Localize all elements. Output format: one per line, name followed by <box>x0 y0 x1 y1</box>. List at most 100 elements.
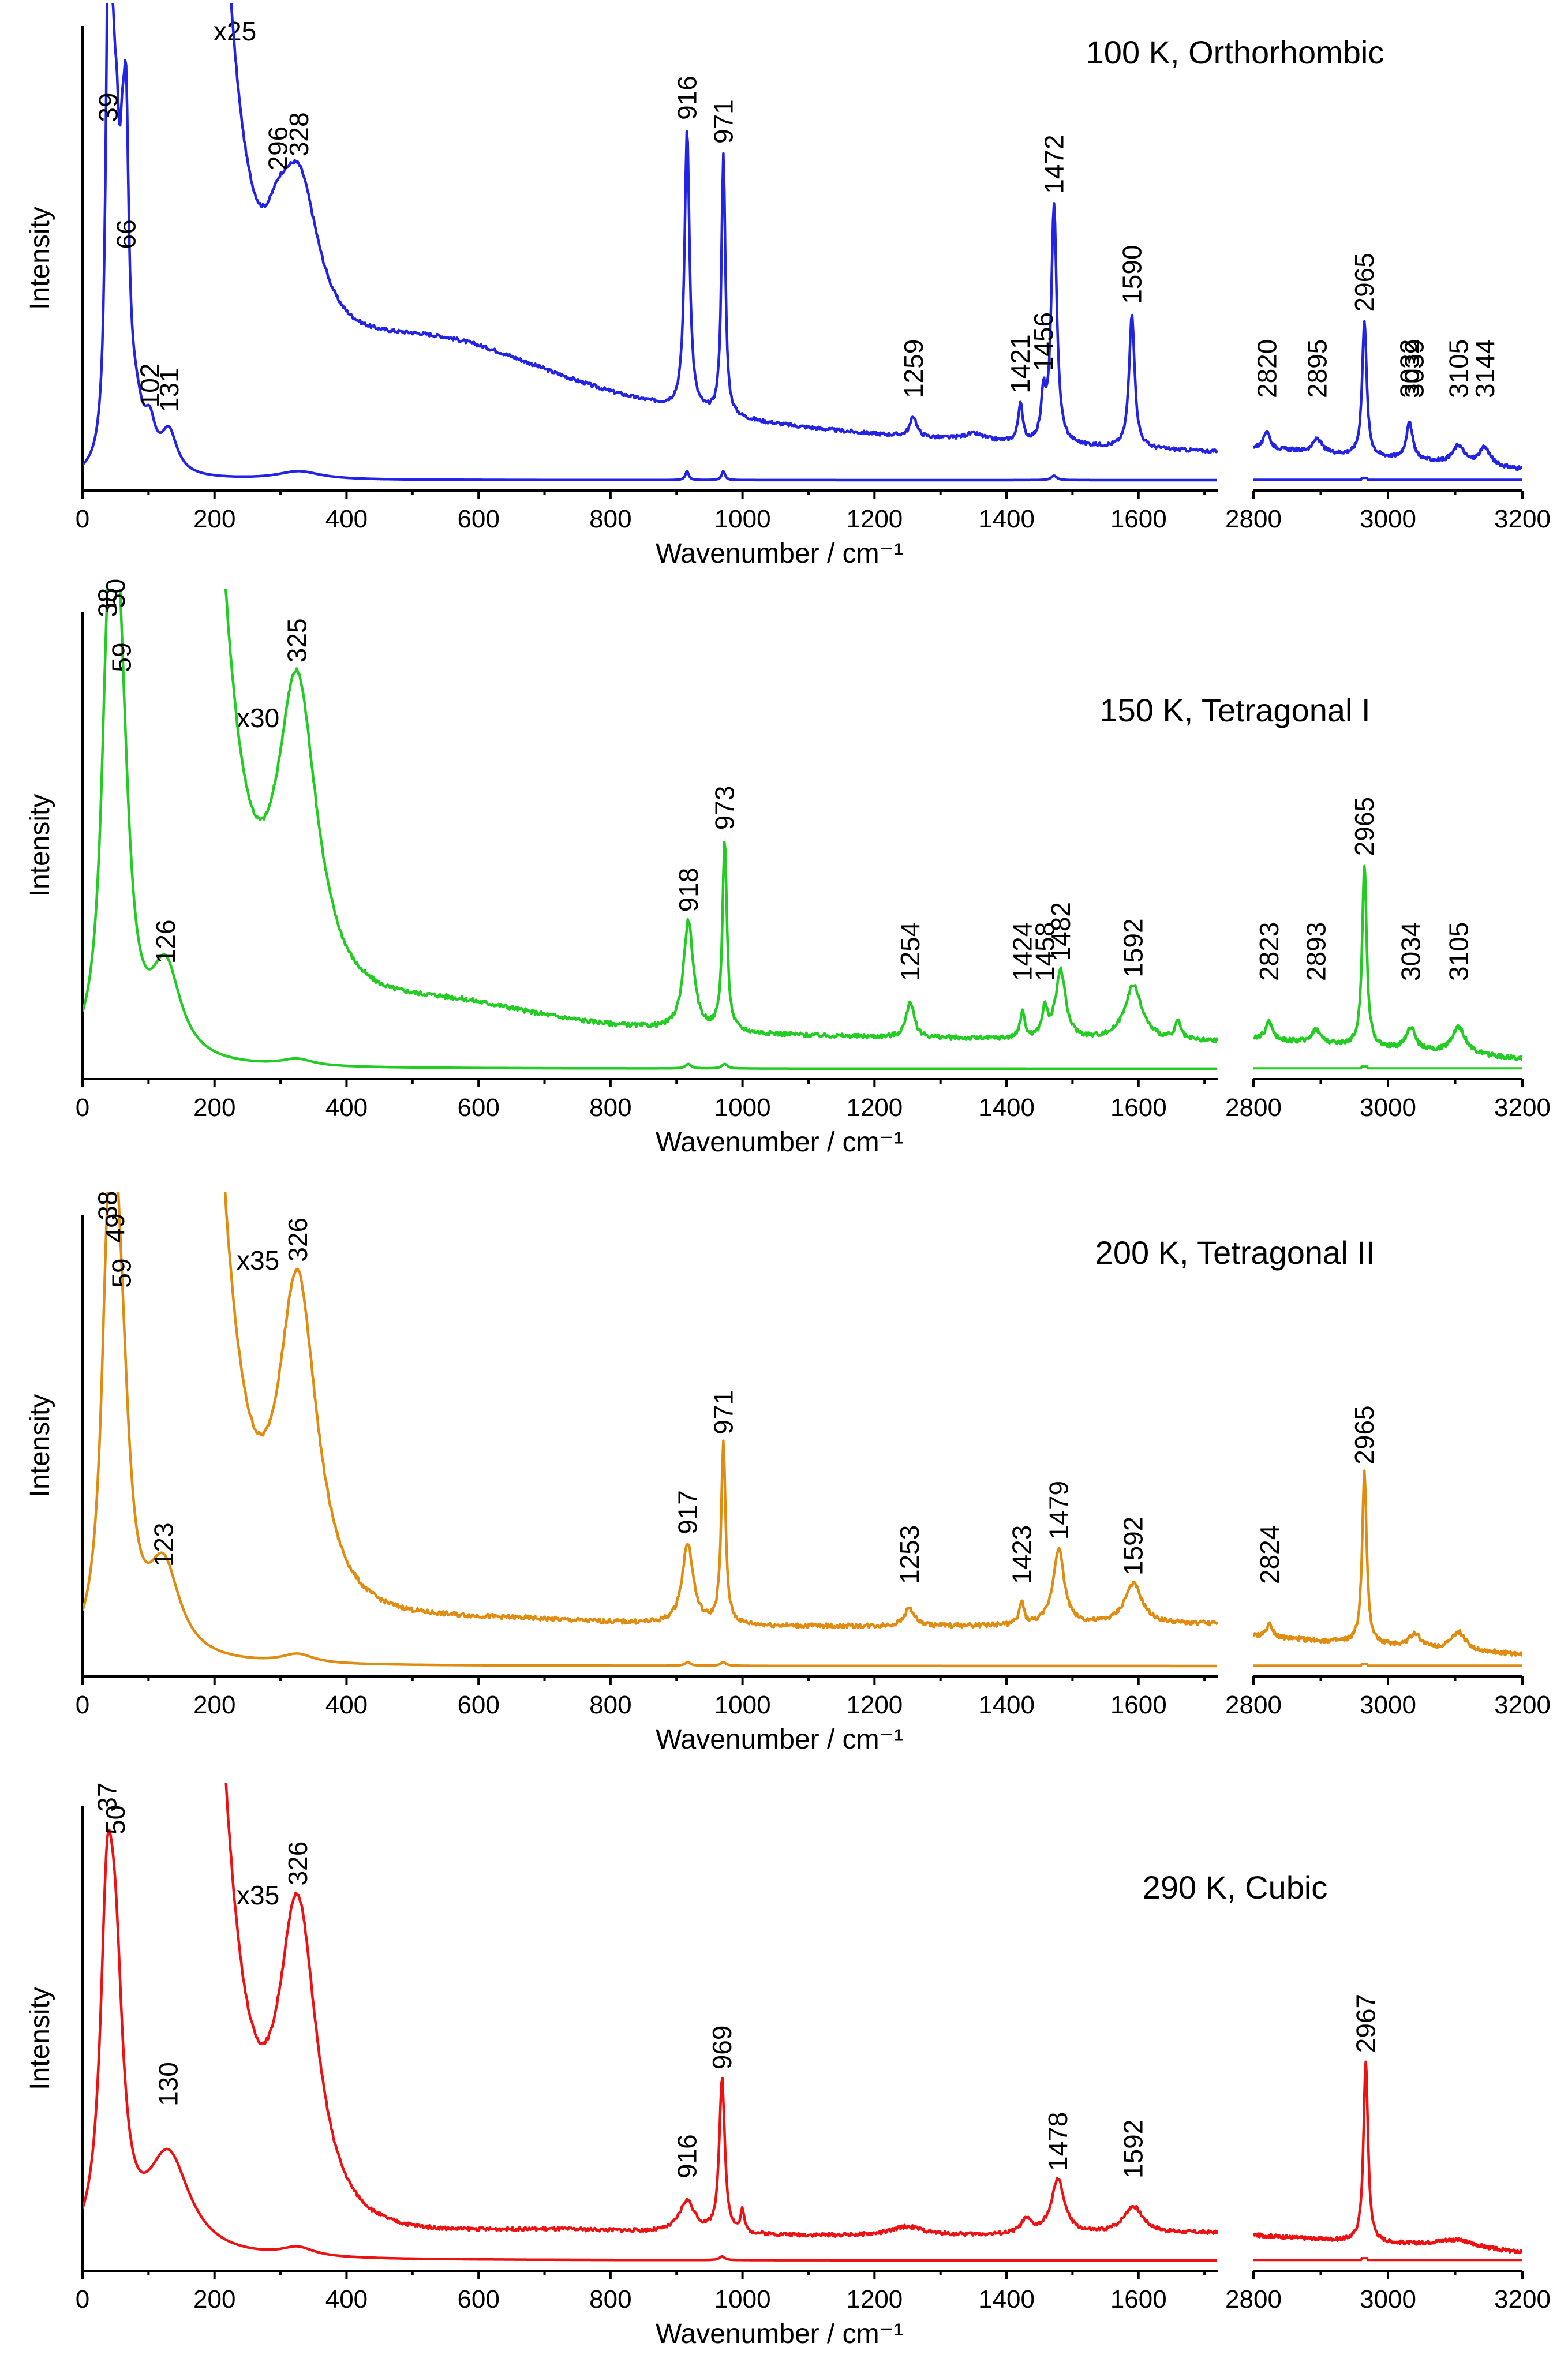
spectrum-trace-zoomed-right <box>1252 864 1522 1062</box>
peak-label: 1592 <box>1118 2120 1148 2178</box>
x-tick-label: 3200 <box>1494 1094 1551 1122</box>
panel-title: 200 K, Tetragonal II <box>1095 1234 1375 1271</box>
spectrum-trace-zoomed-right <box>1252 320 1522 471</box>
x-tick-label: 0 <box>76 505 89 533</box>
x-tick-label: 3200 <box>1494 1691 1551 1719</box>
peak-label: 1259 <box>899 339 929 398</box>
spectrum-trace-unscaled-right <box>1253 1663 1522 1667</box>
x-axis-title: Wavenumber / cm⁻¹ <box>656 2319 903 2349</box>
spectrum-trace-zoomed <box>194 1192 1219 1630</box>
peak-label: 102 <box>135 364 165 408</box>
peak-label: 1590 <box>1117 245 1147 304</box>
x-tick-label: 2800 <box>1225 1094 1282 1122</box>
x-tick-label: 0 <box>76 2285 89 2314</box>
peak-label: 2823 <box>1254 922 1284 981</box>
peak-label: 296 <box>263 126 293 171</box>
peak-label: 917 <box>673 1490 703 1534</box>
x-tick-label: 200 <box>193 1691 235 1719</box>
peak-label: 1424 <box>1008 922 1038 981</box>
x-tick-label: 1600 <box>1110 2285 1167 2314</box>
spectrum-trace-unscaled <box>83 589 1218 1070</box>
x-tick-label: 0 <box>76 1691 89 1719</box>
x-tick-label: 2800 <box>1225 1691 1282 1719</box>
x-tick-label: 2800 <box>1225 2285 1282 2314</box>
x-tick-label: 1000 <box>714 1094 771 1122</box>
x-axis-title: Wavenumber / cm⁻¹ <box>656 1724 903 1755</box>
x-tick-label: 1000 <box>714 505 771 533</box>
x-axis-title: Wavenumber / cm⁻¹ <box>656 1127 903 1158</box>
panel-2: 0 200 400 600 800 1000 1200 1400 1600 2800 3000 320… <box>25 579 1551 1158</box>
peak-label: 916 <box>672 2134 702 2178</box>
panel-title: 290 K, Cubic <box>1143 1869 1328 1906</box>
spectrum-trace-unscaled-right <box>1253 2257 1522 2262</box>
peak-label: 973 <box>710 786 740 830</box>
x-tick-label: 3200 <box>1494 505 1551 533</box>
x-tick-label: 3000 <box>1360 505 1416 533</box>
peak-label: 328 <box>284 112 314 156</box>
x-tick-label: 600 <box>457 1094 499 1122</box>
x-tick-label: 400 <box>325 505 368 533</box>
x-tick-label: 0 <box>76 1094 89 1122</box>
peak-label: 2820 <box>1252 339 1282 398</box>
peak-label: 59 <box>107 642 137 672</box>
x-tick-label: 400 <box>325 1691 368 1719</box>
peak-label: 1472 <box>1039 134 1069 193</box>
x-tick-label: 800 <box>589 1094 631 1122</box>
spectrum-trace-zoomed-right <box>1252 2060 1522 2255</box>
peak-label: 50 <box>100 1805 130 1835</box>
peak-label: 325 <box>282 618 312 662</box>
x-tick-label: 3000 <box>1360 2285 1416 2314</box>
peak-label: 1482 <box>1046 902 1076 961</box>
scale-factor-label: x35 <box>237 1245 279 1275</box>
scale-factor-label: x35 <box>237 1880 279 1910</box>
x-tick-label: 200 <box>193 1094 235 1122</box>
spectrum-trace-zoomed <box>194 589 1219 1044</box>
peak-label: 2893 <box>1301 922 1331 981</box>
peak-label: 1253 <box>895 1525 925 1584</box>
y-axis-title: Intensity <box>25 207 55 310</box>
panel-1: 0 200 400 600 800 1000 1200 1400 1600 2800 3000 320… <box>25 3 1551 569</box>
x-tick-label: 2800 <box>1225 505 1282 533</box>
peak-label: 916 <box>672 76 702 120</box>
peak-label: 49 <box>100 1213 130 1242</box>
peak-label: 1592 <box>1118 1517 1148 1575</box>
peak-label: 326 <box>283 1218 313 1262</box>
peak-label: 1254 <box>895 922 925 981</box>
peak-label: 3144 <box>1470 339 1500 398</box>
peak-label: 326 <box>283 1841 313 1886</box>
peak-label: 2824 <box>1255 1525 1285 1584</box>
peak-label: 1423 <box>1006 1525 1036 1584</box>
x-tick-label: 3000 <box>1360 1094 1416 1122</box>
x-tick-label: 1200 <box>846 505 903 533</box>
x-tick-label: 1200 <box>846 2285 903 2314</box>
peak-label: 126 <box>151 919 181 964</box>
x-tick-label: 400 <box>325 2285 368 2314</box>
panel-title: 150 K, Tetragonal I <box>1099 692 1370 728</box>
peak-label: 1458 <box>1030 922 1060 981</box>
peak-label: 1478 <box>1043 2112 1073 2171</box>
peak-label: 59 <box>107 1258 137 1287</box>
peak-label: 1456 <box>1028 312 1058 371</box>
spectrum-trace-zoomed <box>155 3 1219 454</box>
peak-label: 918 <box>673 868 703 912</box>
y-axis-title: Intensity <box>25 794 55 897</box>
peak-label: 38 <box>93 1191 123 1220</box>
x-tick-label: 1200 <box>846 1094 903 1122</box>
peak-label: 1421 <box>1005 334 1035 393</box>
x-axis-title: Wavenumber / cm⁻¹ <box>656 538 903 569</box>
peak-label: 37 <box>92 1783 122 1812</box>
peak-label: 38 <box>93 588 123 617</box>
x-tick-label: 1600 <box>1110 1094 1167 1122</box>
peak-label: 3105 <box>1443 339 1473 398</box>
peak-label: 3032 <box>1394 339 1424 398</box>
x-tick-label: 1600 <box>1110 505 1167 533</box>
x-tick-label: 600 <box>457 1691 499 1719</box>
peak-label: 50 <box>100 579 130 608</box>
spectrum-trace-unscaled <box>83 1192 1218 1668</box>
peak-label: 3039 <box>1399 339 1429 398</box>
peak-label: 1479 <box>1043 1481 1073 1540</box>
peak-label: 3034 <box>1396 922 1426 981</box>
peak-label: 2965 <box>1349 1405 1379 1464</box>
x-tick-label: 1000 <box>714 2285 771 2314</box>
spectrum-trace-unscaled <box>83 1828 1218 2262</box>
